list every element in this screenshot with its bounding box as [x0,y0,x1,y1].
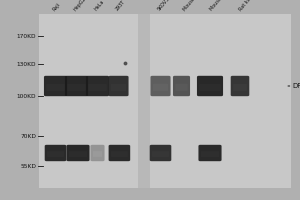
Text: Raji: Raji [52,2,61,12]
Text: 170KD: 170KD [16,33,36,38]
FancyBboxPatch shape [199,145,221,161]
Text: SKOV3: SKOV3 [157,0,171,12]
FancyBboxPatch shape [68,84,86,91]
FancyBboxPatch shape [111,84,126,91]
Bar [150,14,291,188]
FancyBboxPatch shape [111,151,128,157]
FancyBboxPatch shape [88,84,107,91]
FancyBboxPatch shape [47,151,64,157]
Text: 100KD: 100KD [16,94,36,98]
FancyBboxPatch shape [173,76,190,96]
FancyBboxPatch shape [233,84,247,91]
FancyBboxPatch shape [231,76,249,96]
Text: DPP4: DPP4 [288,83,300,89]
Text: 55KD: 55KD [20,164,36,168]
Text: 130KD: 130KD [16,62,36,66]
FancyBboxPatch shape [93,151,102,157]
Bar [39,14,138,188]
FancyBboxPatch shape [151,76,171,96]
FancyBboxPatch shape [44,76,67,96]
FancyBboxPatch shape [109,145,130,161]
FancyBboxPatch shape [86,76,109,96]
Text: Mouse liver: Mouse liver [209,0,231,12]
Text: HeLa: HeLa [94,0,106,12]
Text: 70KD: 70KD [20,134,36,138]
FancyBboxPatch shape [150,145,171,161]
FancyBboxPatch shape [152,151,169,157]
Text: 293T: 293T [115,0,126,12]
Bar [138,14,150,188]
Text: Rat kidney: Rat kidney [238,0,258,12]
FancyBboxPatch shape [199,84,221,91]
FancyBboxPatch shape [67,145,89,161]
FancyBboxPatch shape [69,151,87,157]
Text: HepG2: HepG2 [73,0,87,12]
FancyBboxPatch shape [65,76,88,96]
FancyBboxPatch shape [109,76,129,96]
FancyBboxPatch shape [175,84,188,91]
FancyBboxPatch shape [201,151,219,157]
FancyBboxPatch shape [91,145,105,161]
FancyBboxPatch shape [197,76,223,96]
FancyBboxPatch shape [153,84,168,91]
FancyBboxPatch shape [45,145,66,161]
Text: Mouse thymus: Mouse thymus [182,0,209,12]
FancyBboxPatch shape [46,84,65,91]
